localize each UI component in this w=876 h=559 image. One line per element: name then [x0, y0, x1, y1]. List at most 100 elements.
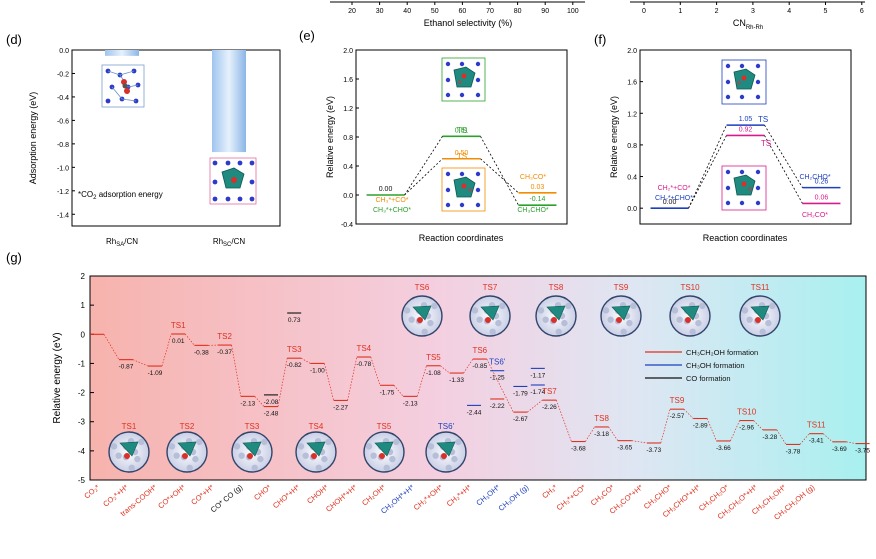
panel-f-level-value: 0.06 — [815, 194, 829, 201]
x-category-label: CH₃* — [540, 483, 559, 501]
x-category-label: CH₃*+CO* — [555, 483, 588, 513]
rh-cluster — [680, 305, 700, 321]
x-category-label: CH₂*+OH* — [412, 483, 445, 513]
top-ts-label: TS11 — [751, 283, 770, 292]
panel-g-level-value: -2.26 — [542, 404, 557, 411]
structure-ball-atom — [383, 464, 390, 471]
panel-g-level-value: -2.22 — [490, 403, 505, 410]
structure-ball-atom — [393, 438, 400, 446]
panel-e-ytick-label: 0.4 — [343, 164, 353, 171]
panel-f-ylabel: Relative energy (eV) — [609, 96, 619, 178]
top-ts9-image — [600, 295, 642, 337]
panel-g-level-value: -2.27 — [333, 404, 348, 411]
panel-f-species-prod-blue: CH₂CHO* — [799, 174, 830, 181]
structure-ball-atom — [186, 464, 193, 471]
top-right-ticks: 0 1 2 3 4 5 6 — [642, 2, 864, 15]
top-right-tick-label: 0 — [642, 8, 646, 15]
panel-g-level-value: -3.66 — [716, 445, 731, 452]
panel-g-level-value: -2.89 — [693, 423, 708, 430]
structure-ball-atom — [427, 319, 434, 327]
top-ts-label: TS8 — [549, 283, 564, 292]
top-ts-label: TS7 — [483, 283, 498, 292]
panel-g-level-value: -1.79 — [513, 390, 528, 397]
panel-g-level-value: -2.13 — [403, 400, 418, 407]
panel-g-connector — [730, 420, 740, 442]
panel-g-level-value: 0.73 — [288, 317, 301, 324]
panel-f-level-value: 0.00 — [663, 199, 677, 206]
panel-e-levels: 0.00 0.81 0.50 0.03 -0.14 — [366, 127, 557, 206]
structure-ball-atom — [620, 328, 627, 335]
structure-ball-atom — [238, 452, 245, 459]
panel-e-species-prod-green: CH₃CHO* — [517, 207, 549, 214]
structure-ball-atom — [403, 307, 411, 314]
structure-ball-atom — [168, 443, 176, 450]
panel-e-species-init-green: CH₃*+CHO* — [373, 207, 411, 214]
structure-ball-atom — [561, 319, 568, 327]
structure-ball-atom — [489, 328, 496, 335]
rh-cluster — [750, 305, 770, 321]
panel-e-ts-structure-orange — [441, 167, 486, 212]
panel-g-level-value: -3.69 — [832, 446, 847, 453]
panel-g-level-value: -1.25 — [490, 375, 505, 382]
structure-ball-atom — [695, 319, 702, 327]
panel-g-level-value: -2.08 — [264, 399, 279, 406]
structure-ball-atom — [741, 307, 749, 314]
top-ts-label: TS9 — [614, 283, 629, 292]
top-left-tick-label: 70 — [486, 8, 494, 15]
panel-g-ts-tag: TS7 — [542, 387, 557, 396]
panel-g-level-value: -3.78 — [786, 448, 801, 455]
panel-f-yticks: 2.0 1.6 1.2 0.8 0.4 0.0 — [627, 48, 643, 213]
panel-g-level-value: -3.41 — [809, 438, 824, 445]
top-strip: 20 30 40 50 60 70 80 90 100 Ethanol selectivity … — [330, 1, 865, 31]
rh-cluster — [546, 305, 566, 321]
panel-g-ts-tag: TS8 — [594, 414, 609, 423]
panel-g-connector — [347, 356, 358, 401]
structure-ball-atom — [261, 438, 268, 446]
panel-e-level-value: 0.50 — [455, 150, 469, 157]
top-left-tick-label: 60 — [459, 8, 467, 15]
structure-ball-atom — [759, 328, 766, 335]
top-left-tick-label: 90 — [541, 8, 549, 15]
panel-g: Relative energy (eV) 210-1-2-3-4-5 TS6 TS… — [52, 272, 870, 522]
structure-ball-atom — [607, 316, 614, 323]
panel-g-level-value: -3.18 — [594, 431, 609, 438]
panel-e-ytick-label: -0.4 — [341, 222, 353, 229]
panel-e-level-value: 0.03 — [531, 184, 545, 191]
panel-g-level-value: -2.57 — [670, 413, 685, 420]
panel-d-category-label: RhSC/CN — [213, 237, 246, 248]
panel-e-level-value: 0.00 — [379, 186, 393, 193]
panel-g-connector — [231, 345, 242, 397]
panel-g-level-value: -1.75 — [380, 389, 395, 396]
panel-g-connector — [277, 358, 288, 407]
panel-g-structure-images — [108, 295, 781, 473]
structure-ball-atom — [565, 302, 572, 310]
x-category-label: CHO*+H* — [271, 483, 302, 511]
panel-g-level-value: -1.09 — [148, 370, 163, 377]
panel-g-ylabel: Relative energy (eV) — [52, 332, 63, 423]
top-left-tick-label: 40 — [403, 8, 411, 15]
top-ts8-image — [535, 295, 577, 337]
legend-label: CO formation — [686, 374, 731, 383]
panel-f-connector — [764, 124, 803, 188]
panel-g-connector — [184, 333, 195, 346]
oxygen-atom — [485, 317, 491, 323]
rh-cluster — [611, 305, 631, 321]
top-ts7-image — [469, 295, 511, 337]
panel-g-ts-tag: TS6' — [489, 358, 506, 367]
structure-ball-atom — [495, 319, 502, 327]
structure-ball-atom — [746, 316, 753, 323]
panel-g-level-value: -0.85 — [472, 363, 487, 370]
panel-g-level-value: -2.48 — [264, 411, 279, 418]
legend-label: CH₃OH formation — [686, 361, 744, 370]
structure-ball-atom — [302, 452, 309, 459]
structure-ball-atom — [196, 438, 203, 446]
structure-ball-atom — [370, 452, 377, 459]
panel-f-ts-structure-blue — [721, 59, 767, 105]
panel-d-ytick-label: -1.4 — [57, 212, 69, 219]
panel-g-level-value: -3.65 — [617, 445, 632, 452]
oxygen-atom — [182, 453, 188, 459]
structure-ball-atom — [128, 464, 135, 471]
panel-g-level-value: -0.87 — [119, 364, 134, 371]
x-category-label: CH₂OH* — [360, 483, 387, 508]
bottom-ts3-image — [231, 431, 273, 473]
